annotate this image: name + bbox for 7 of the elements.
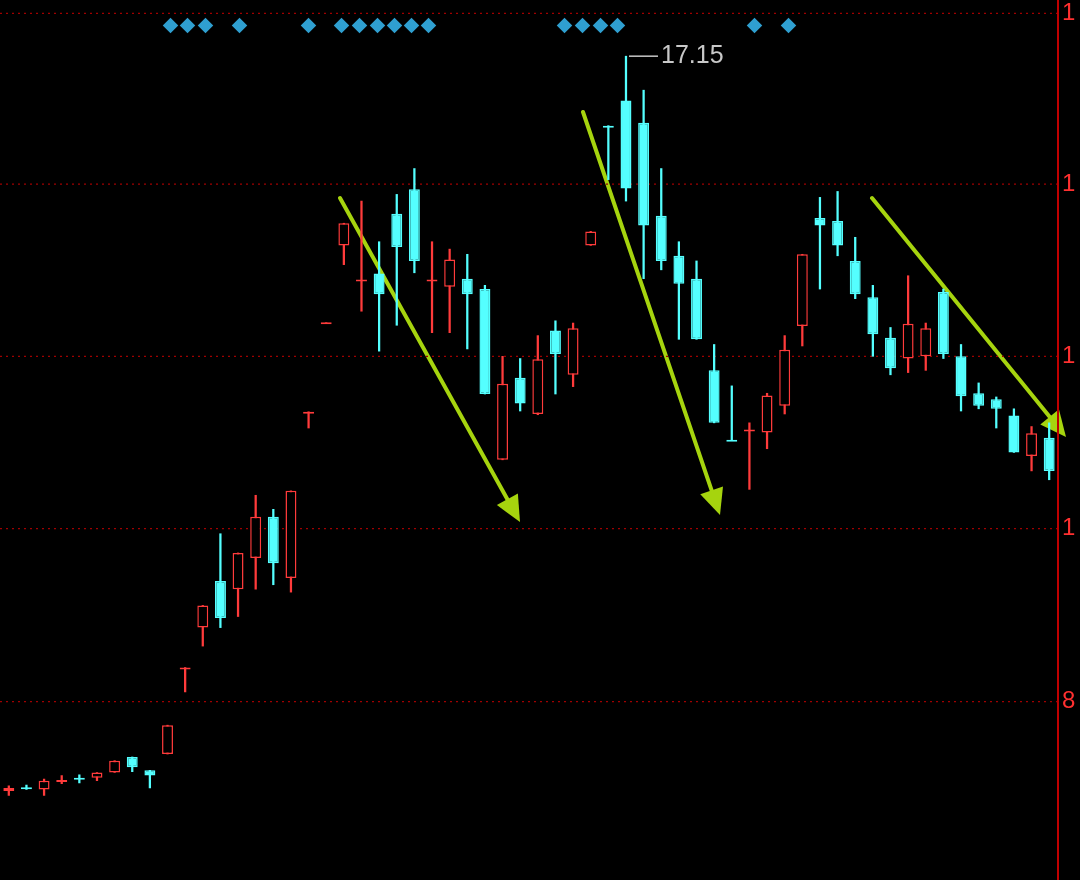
text: 1 (1062, 0, 1076, 25)
text: 1 (1062, 513, 1076, 541)
text: 1 (1062, 340, 1076, 368)
candlestick (549, 320, 561, 395)
text: 8 (1062, 686, 1076, 714)
text: 1 (1062, 168, 1076, 196)
annotation: 17.15 (660, 40, 724, 69)
